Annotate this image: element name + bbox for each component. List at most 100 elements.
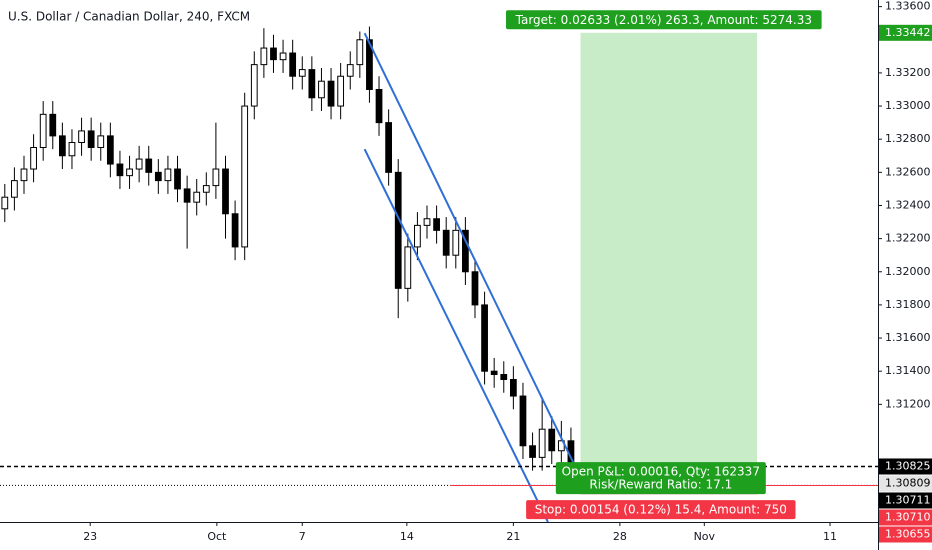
price-label-box: [879, 24, 932, 41]
y-tick-label: 1.32800: [885, 132, 931, 145]
price-label-box: [879, 475, 932, 492]
pnl-label-text: Risk/Reward Ratio: 17.1: [589, 478, 732, 492]
y-tick-label: 1.31600: [885, 331, 931, 344]
pnl-label-box: [555, 462, 766, 495]
candle-body: [298, 69, 306, 77]
candle-body: [337, 75, 345, 107]
price-label: 1.30655: [885, 527, 931, 540]
candle-body: [154, 171, 162, 182]
candle-body: [39, 113, 47, 148]
x-tick-label: Oct: [207, 530, 227, 543]
y-tick-label: 1.31400: [885, 364, 931, 377]
candle-body: [145, 158, 153, 173]
price-label: 1.30825: [885, 459, 931, 472]
candle-body: [279, 52, 287, 61]
price-label-box: [879, 509, 932, 526]
candle-body: [174, 168, 181, 190]
candle-body: [30, 146, 37, 170]
candle-body: [164, 168, 172, 182]
candle-body: [375, 88, 383, 124]
price-label: 1.30711: [885, 493, 931, 506]
candle-body: [1, 196, 9, 210]
pnl-label-text: Open P&L: 0.00016, Qty: 162337: [562, 465, 760, 479]
candle-body: [366, 39, 373, 90]
candle-body: [538, 428, 546, 458]
candle-body: [509, 378, 517, 397]
candle-body: [414, 224, 421, 248]
candle-body: [78, 130, 85, 144]
x-tick-label: 14: [400, 530, 414, 543]
target-label-box: [506, 10, 822, 30]
candle-body: [519, 395, 527, 447]
candle-body: [193, 191, 201, 203]
candle-body: [452, 229, 460, 256]
price-label: 1.30710: [885, 510, 931, 523]
candle-body: [481, 304, 488, 372]
candle-body: [327, 80, 335, 107]
x-tick-label: 11: [823, 530, 837, 543]
stop-label-box: [526, 500, 796, 520]
candle-body: [116, 163, 124, 177]
candle-body: [423, 218, 431, 226]
target-label-text: Target: 0.02633 (2.01%) 263.3, Amount: 5…: [515, 13, 812, 27]
candle-body: [241, 105, 249, 248]
candle-body: [356, 39, 364, 66]
candle-body: [548, 428, 556, 452]
candle-body: [404, 246, 412, 289]
candle-body: [318, 80, 325, 99]
candle-body: [500, 374, 508, 380]
candle-body: [135, 158, 143, 170]
price-label-box: [879, 458, 932, 475]
candle-body: [106, 135, 114, 165]
candle-body: [212, 168, 220, 187]
candle-body: [20, 168, 28, 182]
channel-line: [363, 148, 549, 522]
candle-body: [68, 142, 76, 157]
candle-body: [87, 130, 95, 148]
x-tick-label: 28: [613, 530, 627, 543]
y-tick-label: 1.32400: [885, 198, 931, 211]
chart-title: U.S. Dollar / Canadian Dollar, 240, FXCM: [8, 10, 250, 24]
candle-body: [346, 64, 354, 77]
candle-body: [394, 171, 402, 289]
candle-body: [462, 229, 469, 273]
x-tick-label: Nov: [694, 530, 716, 543]
candle-body: [58, 135, 66, 157]
candle-body: [260, 47, 268, 66]
candle-body: [11, 180, 18, 198]
x-tick-label: 7: [299, 530, 306, 543]
candle-body: [183, 188, 191, 203]
y-tick-label: 1.31200: [885, 397, 931, 410]
x-tick-label: 23: [83, 530, 97, 543]
price-label-box: [879, 526, 932, 543]
candle-body: [308, 69, 316, 99]
candle-body: [433, 218, 440, 231]
candle-body: [126, 168, 133, 177]
candle-body: [202, 185, 210, 193]
candle-body: [250, 64, 258, 107]
y-tick-label: 1.33600: [885, 0, 931, 13]
profit-zone: [580, 32, 758, 470]
y-tick-label: 1.32000: [885, 265, 931, 278]
candle-body: [97, 135, 105, 148]
price-label: 1.33442: [885, 26, 931, 39]
y-tick-label: 1.33000: [885, 99, 931, 112]
candle-body: [231, 213, 239, 248]
x-tick-label: 21: [506, 530, 520, 543]
candle-body: [442, 229, 450, 256]
candle-body: [490, 370, 498, 376]
candle-body: [385, 122, 393, 173]
channel-line: [363, 32, 576, 467]
candle-body: [222, 168, 229, 215]
stop-label-text: Stop: 0.00154 (0.12%) 15.4, Amount: 750: [535, 503, 787, 517]
y-tick-label: 1.33200: [885, 66, 931, 79]
y-tick-label: 1.32200: [885, 232, 931, 245]
y-tick-label: 1.31800: [885, 298, 931, 311]
price-label-box: [879, 492, 932, 509]
candle-body: [529, 445, 536, 458]
candle-body: [289, 52, 297, 77]
candle-body: [471, 271, 479, 306]
candle-body: [49, 113, 57, 137]
y-tick-label: 1.32600: [885, 165, 931, 178]
